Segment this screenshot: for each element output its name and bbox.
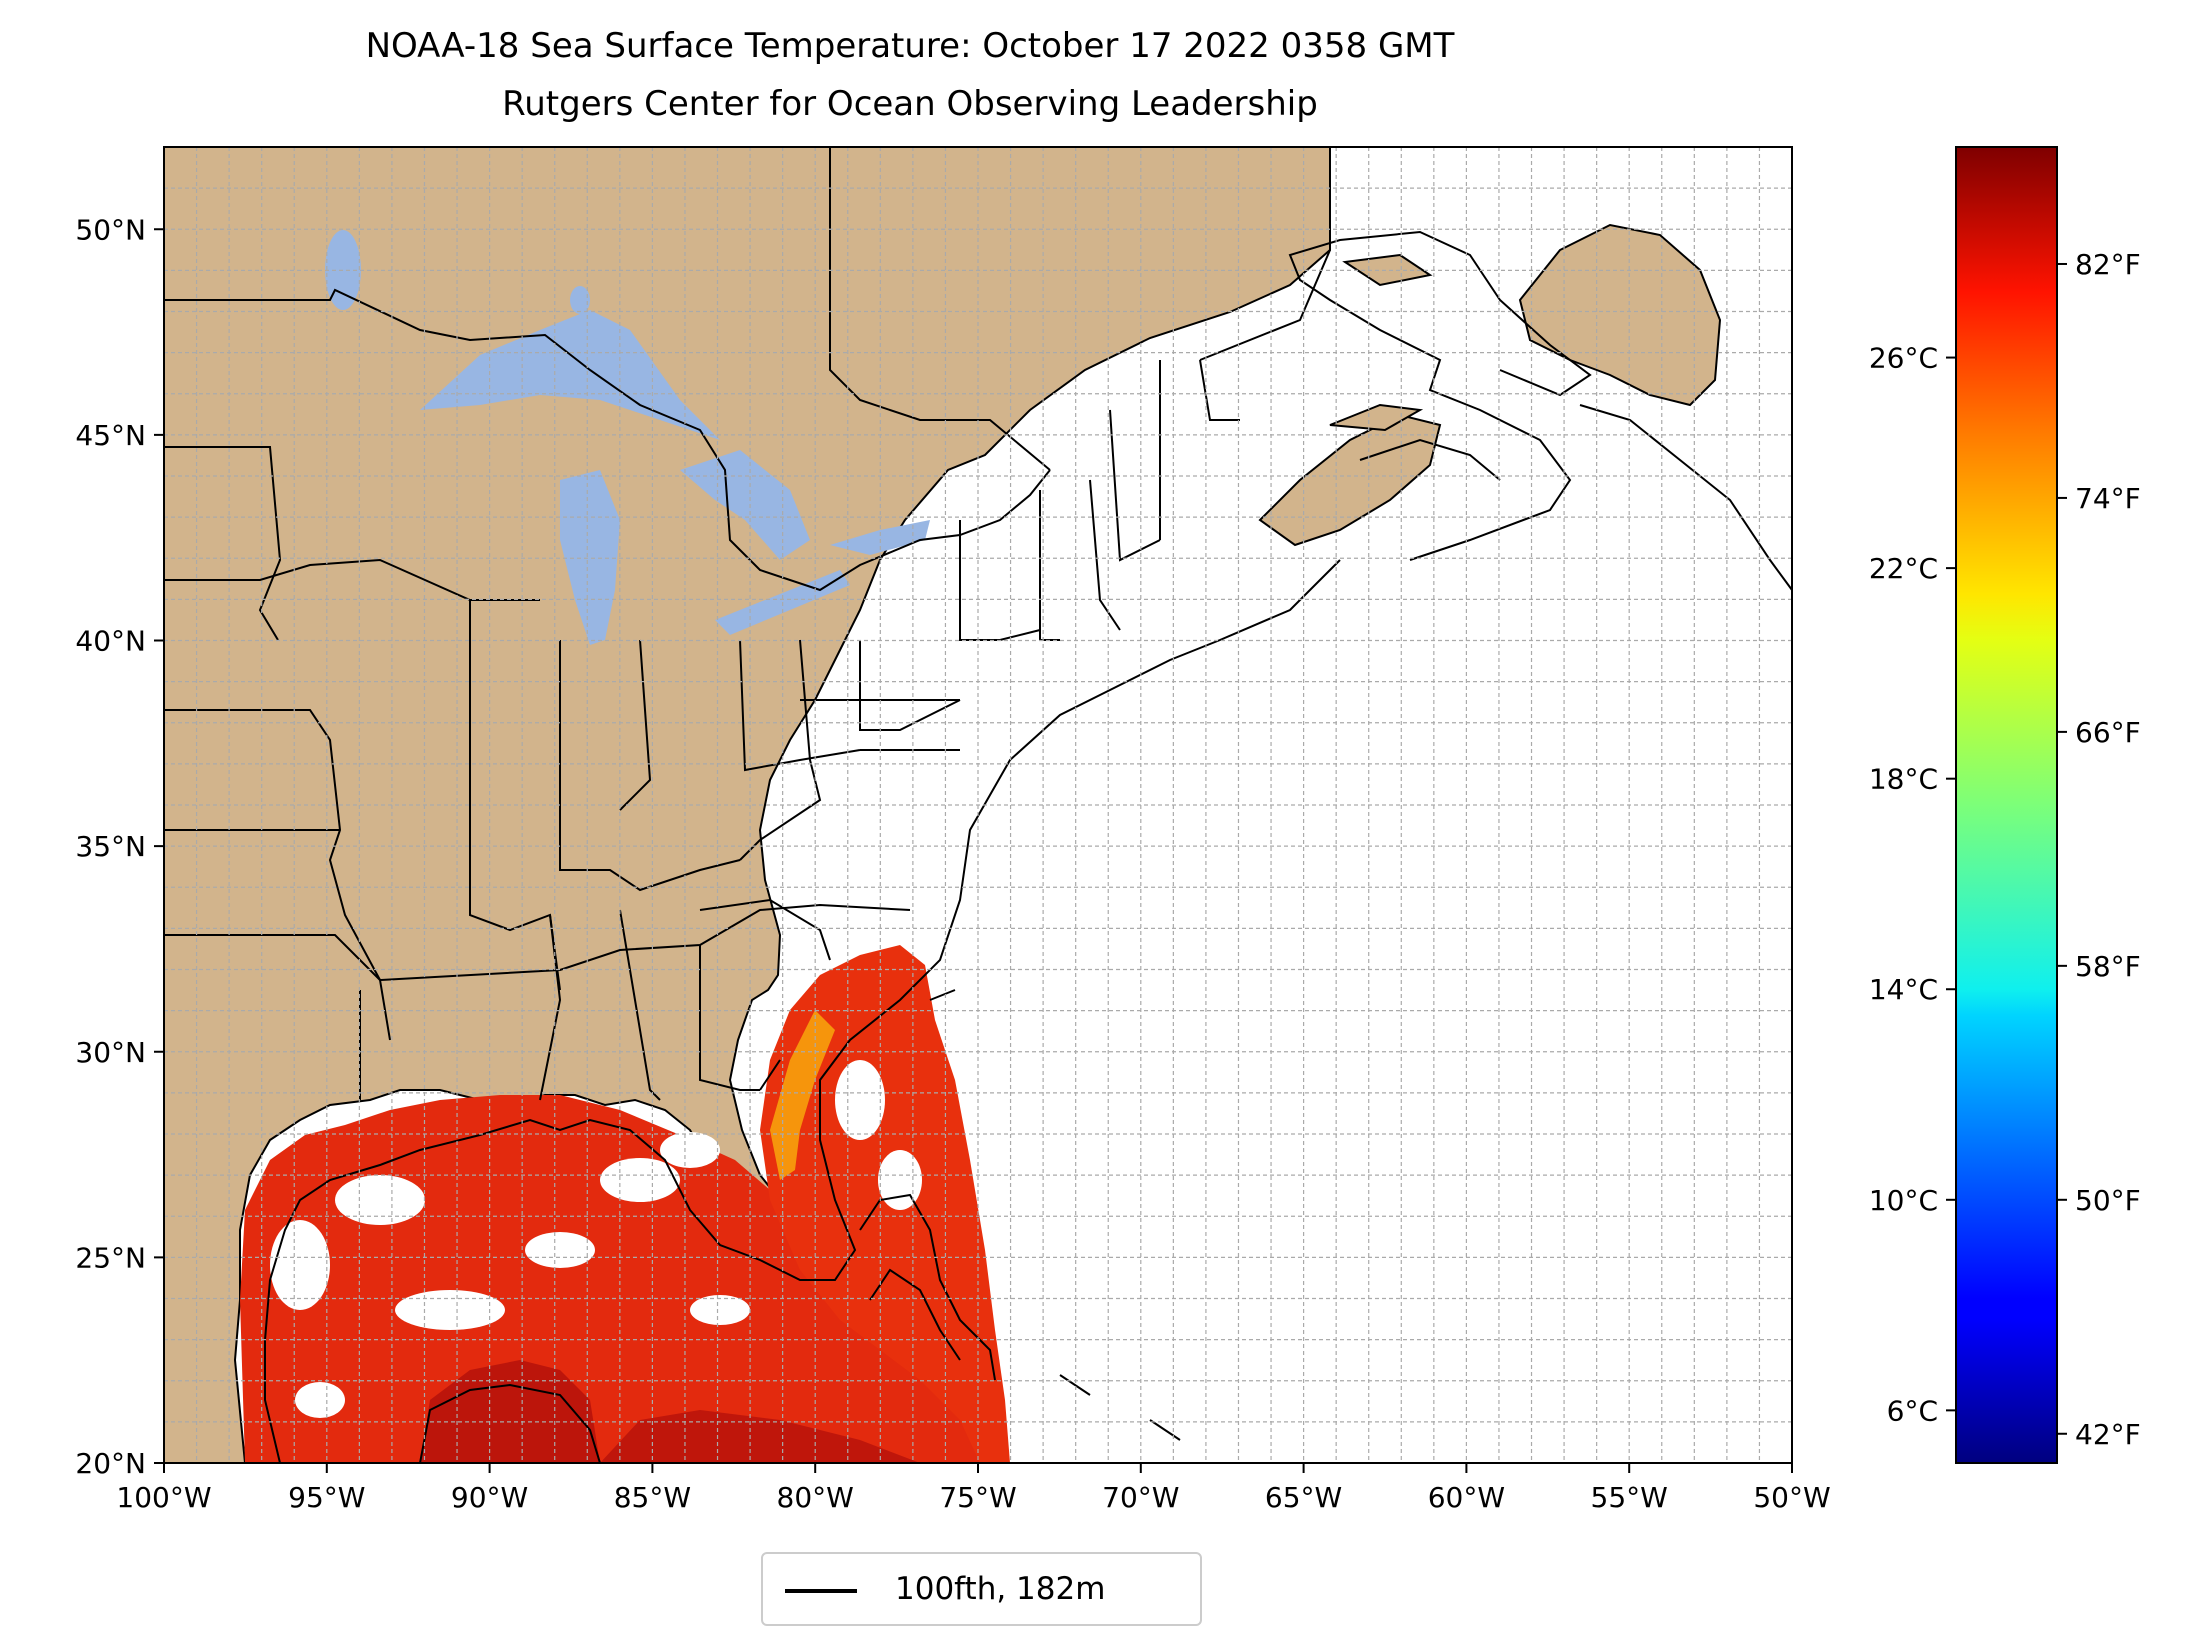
- cloud-gap: [690, 1295, 750, 1325]
- border-state: [739, 639, 861, 772]
- sst-field: [240, 945, 1010, 1463]
- lake-huron: [680, 450, 810, 560]
- lat-tick-label: 45°N: [75, 419, 146, 452]
- cloud-gap: [660, 1132, 720, 1168]
- cloud-gap: [835, 1060, 885, 1140]
- border-state: [539, 914, 562, 1101]
- border-state: [164, 558, 540, 601]
- cloud-gap: [295, 1382, 345, 1418]
- legend-line-sample: [785, 1589, 857, 1593]
- border-state: [759, 1059, 781, 1091]
- lon-tick-label: 80°W: [777, 1481, 854, 1514]
- lon-tick-label: 65°W: [1265, 1481, 1342, 1514]
- border-state: [619, 639, 652, 811]
- border-state: [1199, 359, 1240, 421]
- lat-tick-label: 50°N: [75, 213, 146, 246]
- lat-tick-label: 20°N: [75, 1447, 146, 1480]
- isobath-bahamas: [869, 1268, 961, 1361]
- border-state: [699, 898, 831, 961]
- lon-tick-label: 100°W: [116, 1481, 211, 1514]
- lake-nipigon: [570, 286, 590, 314]
- lon-tick-label: 70°W: [1102, 1481, 1179, 1514]
- border-state: [559, 640, 741, 892]
- lat-tick-label: 30°N: [75, 1036, 146, 1069]
- lon-tick-label: 50°W: [1753, 1481, 1830, 1514]
- lon-tick-label: 55°W: [1591, 1481, 1668, 1514]
- fahrenheit-tick-label: 66°F: [2075, 716, 2141, 749]
- lon-tick-label: 75°W: [939, 1481, 1016, 1514]
- fahrenheit-tick-label: 42°F: [2075, 1418, 2141, 1451]
- celsius-tick-label: 14°C: [1869, 973, 1938, 1006]
- gridlines: [164, 147, 1792, 1463]
- border-state: [1089, 479, 1121, 631]
- isobath-east-coast: [264, 230, 1592, 1463]
- isobath-grand-banks: [1579, 404, 1792, 591]
- fahrenheit-tick-label: 50°F: [2075, 1184, 2141, 1217]
- border-state: [164, 446, 282, 641]
- cloud-gap: [395, 1290, 505, 1330]
- lat-tick-label: 35°N: [75, 830, 146, 863]
- sst-warm-core-south: [600, 1410, 920, 1463]
- isobath-florida-straits: [859, 1193, 996, 1381]
- isobath-campeche: [419, 1383, 601, 1463]
- map-subtitle: Rutgers Center for Ocean Observing Leade…: [502, 84, 1318, 124]
- map-title: NOAA-18 Sea Surface Temperature: October…: [365, 26, 1455, 66]
- lon-tick-label: 95°W: [288, 1481, 365, 1514]
- latitude-axis: 20°N 25°N 30°N 35°N 40°N 45°N 50°N: [75, 213, 164, 1480]
- border-state: [164, 934, 381, 981]
- colorbar-celsius-axis: 6°C 10°C 14°C 18°C 22°C 26°C: [1869, 342, 1956, 1427]
- fahrenheit-tick-label: 74°F: [2075, 482, 2141, 515]
- fahrenheit-tick-label: 82°F: [2075, 248, 2141, 281]
- lon-tick-label: 85°W: [614, 1481, 691, 1514]
- lon-tick-label: 60°W: [1428, 1481, 1505, 1514]
- sst-atlantic-strip: [760, 945, 1010, 1463]
- legend-label: 100fth, 182m: [895, 1571, 1106, 1607]
- fahrenheit-tick-label: 58°F: [2075, 950, 2141, 983]
- celsius-tick-label: 26°C: [1869, 342, 1938, 375]
- sst-florida-shelf: [770, 1010, 835, 1180]
- lat-tick-label: 25°N: [75, 1241, 146, 1274]
- lake-michigan: [560, 470, 620, 645]
- isobath-cuba-south: [929, 989, 1181, 1441]
- legend: 100fth, 182m: [761, 1552, 1202, 1626]
- celsius-tick-label: 18°C: [1869, 763, 1938, 796]
- cloud-gap: [525, 1232, 595, 1268]
- celsius-tick-label: 6°C: [1887, 1394, 1938, 1427]
- colorbar: [1955, 146, 2058, 1464]
- cloud-gap: [878, 1150, 922, 1210]
- border-state: [1109, 409, 1161, 562]
- celsius-tick-label: 22°C: [1869, 552, 1938, 585]
- land-anticosti: [1342, 253, 1433, 287]
- lon-tick-label: 90°W: [451, 1481, 528, 1514]
- land-pei: [1329, 403, 1424, 432]
- lat-tick-label: 40°N: [75, 625, 146, 658]
- isobath-nova-scotia: [1359, 438, 1501, 481]
- lake-ontario: [830, 520, 930, 555]
- border-province: [1199, 249, 1331, 361]
- isobath-100fth: [264, 230, 1792, 1463]
- cloud-gap: [335, 1175, 425, 1225]
- border-state: [699, 945, 760, 1091]
- sst-gulf-of-mexico: [240, 1095, 1000, 1463]
- border-province: [829, 147, 1051, 471]
- colorbar-fahrenheit-axis: 42°F 50°F 58°F 66°F 74°F 82°F: [2057, 248, 2141, 1451]
- longitude-axis: 100°W 95°W 90°W 85°W 80°W 75°W 70°W 65°W 60°W 55°…: [116, 1463, 1831, 1514]
- celsius-tick-label: 10°C: [1869, 1184, 1938, 1217]
- cloud-gap: [270, 1220, 330, 1310]
